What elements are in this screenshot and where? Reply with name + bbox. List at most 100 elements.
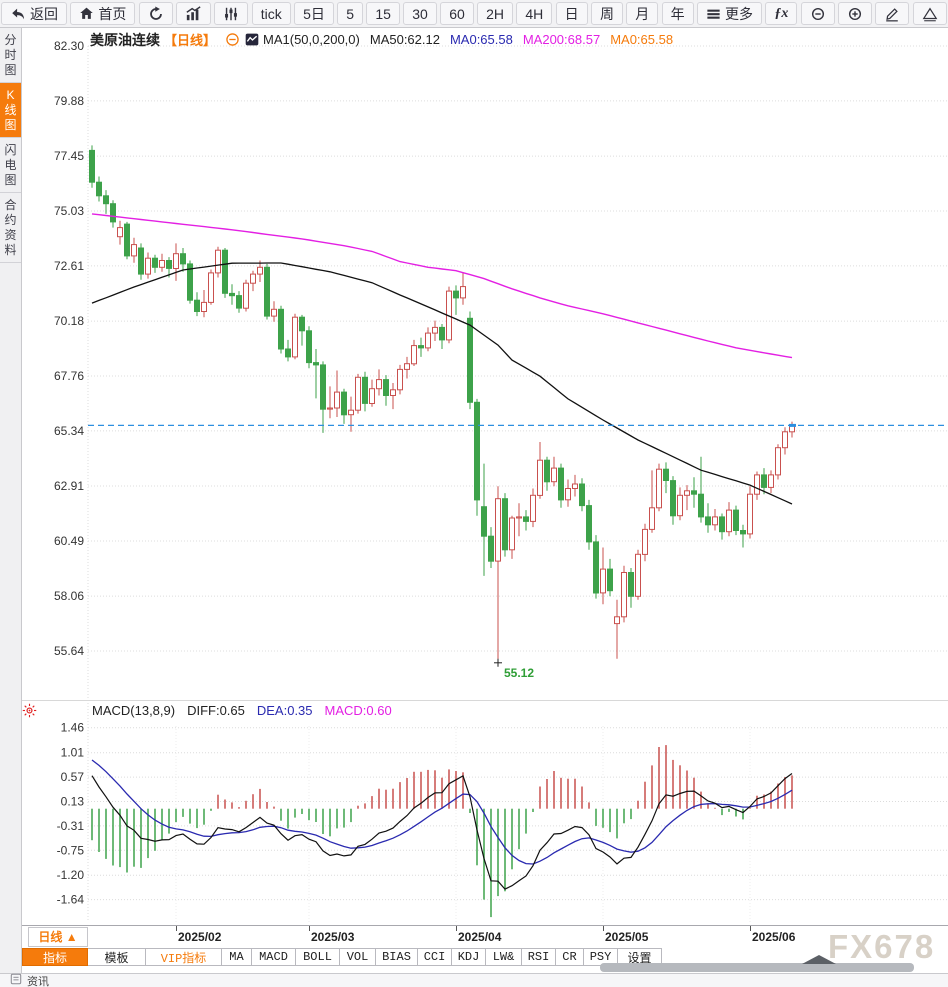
svg-text:60.49: 60.49 (54, 534, 84, 548)
svg-text:62.91: 62.91 (54, 479, 84, 493)
svg-text:58.06: 58.06 (54, 589, 84, 603)
period-day-button[interactable]: 日 (555, 2, 588, 25)
tab-cci[interactable]: CCI (418, 948, 452, 966)
period-5m-button[interactable]: 5 (337, 2, 363, 25)
news-icon (10, 973, 22, 987)
more-button[interactable]: 更多 (696, 2, 762, 25)
macd-value-0: DIFF:0.65 (187, 703, 245, 718)
back-arrow-icon (10, 6, 26, 22)
period-30m-button[interactable]: 30 (403, 2, 437, 25)
tab-cr[interactable]: CR (556, 948, 584, 966)
svg-text:65.34: 65.34 (54, 424, 84, 438)
ma-value-2: MA200:68.57 (522, 32, 601, 47)
svg-text:82.30: 82.30 (54, 39, 84, 53)
svg-text:79.88: 79.88 (54, 94, 84, 108)
scrollbar-expander-icon[interactable] (802, 955, 836, 964)
svg-text:-1.20: -1.20 (57, 868, 85, 882)
month-label-0: 2025/02 (178, 930, 222, 944)
month-tick-mark (750, 926, 751, 931)
refresh-icon (148, 6, 164, 22)
period-tick-button[interactable]: tick (251, 2, 291, 25)
macd-value-1: DEA:0.35 (256, 703, 313, 718)
zoom-out-icon (810, 6, 826, 22)
draw-pencil-button[interactable] (875, 2, 910, 25)
instrument-name: 美原油连续 (90, 31, 160, 48)
back-button[interactable]: 返回 (1, 2, 67, 25)
refresh-button[interactable] (138, 2, 173, 25)
pencil-icon (884, 6, 900, 22)
ma-settings-label: MA1(50,0,200,0) (263, 32, 360, 47)
period-2h-button[interactable]: 2H (477, 2, 514, 25)
period-15m-button[interactable]: 15 (366, 2, 400, 25)
sidebar-tab-contract-info[interactable]: 合约资料 (0, 193, 21, 263)
svg-text:1.46: 1.46 (61, 721, 85, 735)
period-4h-button[interactable]: 4H (516, 2, 553, 25)
period-60m-button[interactable]: 60 (440, 2, 474, 25)
horizontal-scrollbar[interactable] (600, 963, 914, 972)
tab-ma[interactable]: MA (222, 948, 252, 966)
month-label-1: 2025/03 (311, 930, 355, 944)
period-5d-button[interactable]: 5日 (294, 2, 334, 25)
period-month-button[interactable]: 月 (626, 2, 659, 25)
month-label-3: 2025/05 (605, 930, 649, 944)
sidebar-tab-time-chart[interactable]: 分时图 (0, 28, 21, 83)
period-selector-dropdown[interactable]: 日线 ▲ (28, 927, 88, 947)
chart-type-candle-button[interactable] (214, 2, 249, 25)
svg-text:-1.64: -1.64 (57, 893, 85, 907)
svg-text:55.12: 55.12 (504, 666, 534, 680)
month-tick-mark (309, 926, 310, 931)
svg-text:67.76: 67.76 (54, 369, 84, 383)
ma-value-1: MA0:65.58 (449, 32, 513, 47)
x-axis-row: 日线 ▲ 2025/02 2025/03 2025/04 2025/05 2025/06 (22, 925, 948, 947)
sidebar-tab-lightning-chart[interactable]: 闪电图 (0, 138, 21, 193)
svg-text:72.61: 72.61 (54, 259, 84, 273)
macd-title: MACD(13,8,9) (92, 703, 176, 718)
collapse-circle-minus-icon[interactable] (226, 33, 239, 46)
svg-text:70.18: 70.18 (54, 314, 84, 328)
chart-type-bar-button[interactable] (176, 2, 212, 25)
month-label-2: 2025/04 (458, 930, 502, 944)
macd-value-2: MACD:0.60 (324, 703, 392, 718)
tab-vol[interactable]: VOL (340, 948, 376, 966)
tab-bias[interactable]: BIAS (376, 948, 418, 966)
candle-slider-icon (223, 6, 239, 22)
chart-header: 美原油连续 【日线】 MA1(50,0,200,0) MA50:62.12 MA0:65… (90, 31, 674, 49)
macd-header: MACD(13,8,9) DIFF:0.65 DEA:0.35 MACD:0.60 (92, 703, 392, 718)
month-tick-mark (456, 926, 457, 931)
triangle-icon (922, 6, 938, 22)
tab-rsi[interactable]: RSI (522, 948, 556, 966)
svg-text:-0.75: -0.75 (57, 843, 85, 857)
tab-vip-indicator[interactable]: VIP指标 (146, 948, 222, 966)
bar-chart-icon (185, 5, 202, 22)
formula-button[interactable]: ƒx (765, 2, 798, 25)
home-icon (79, 6, 94, 21)
period-label: 【日线】 (164, 33, 217, 48)
tab-macd[interactable]: MACD (252, 948, 296, 966)
svg-text:75.03: 75.03 (54, 204, 84, 218)
tab-kdj[interactable]: KDJ (452, 948, 486, 966)
draw-triangle-button[interactable] (912, 2, 947, 25)
mini-chart-icon[interactable] (245, 33, 259, 46)
tab-lw[interactable]: LW& (486, 948, 522, 966)
indicator-settings-icon[interactable] (22, 703, 37, 723)
indicator-tabs-row: 指标 模板 VIP指标 MA MACD BOLL VOL BIAS CCI KDJ LW& RSI CR… (22, 947, 948, 967)
status-news-label[interactable]: 资讯 (27, 975, 49, 987)
period-year-button[interactable]: 年 (661, 2, 694, 25)
home-button[interactable]: 首页 (70, 2, 136, 25)
ma-value-3: MA0:65.58 (610, 32, 674, 47)
svg-text:1.01: 1.01 (61, 746, 85, 760)
menu-icon (706, 7, 721, 21)
tab-template[interactable]: 模板 (88, 948, 146, 966)
svg-text:77.45: 77.45 (54, 149, 84, 163)
status-bar: 资讯 (0, 973, 948, 987)
period-week-button[interactable]: 周 (590, 2, 623, 25)
zoom-out-button[interactable] (800, 2, 835, 25)
svg-text:55.64: 55.64 (54, 644, 84, 658)
zoom-in-icon (847, 6, 863, 22)
zoom-in-button[interactable] (838, 2, 873, 25)
tab-boll[interactable]: BOLL (296, 948, 340, 966)
tab-indicator[interactable]: 指标 (22, 948, 88, 966)
